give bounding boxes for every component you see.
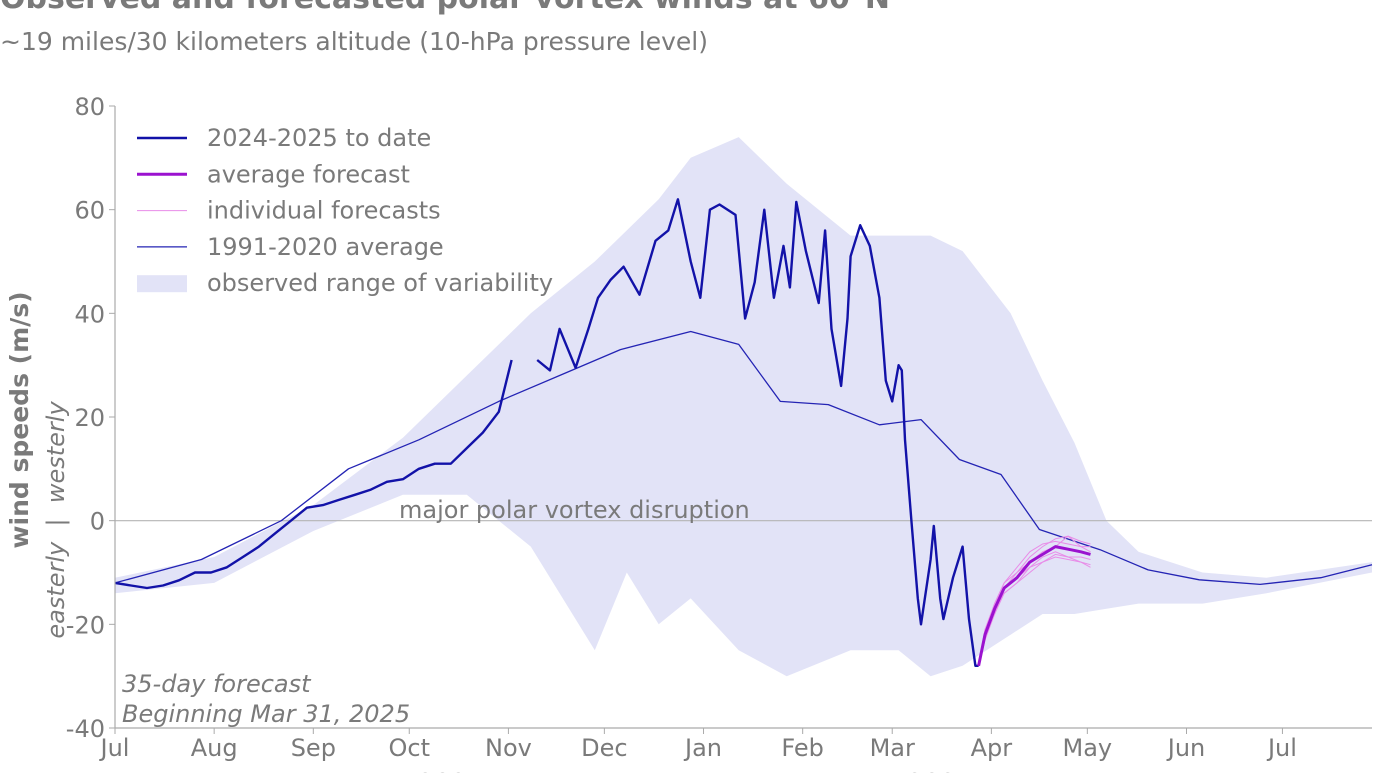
legend-swatch bbox=[137, 275, 187, 293]
x-tick-label: Aug bbox=[191, 734, 238, 762]
x-tick-label: Sep bbox=[291, 734, 336, 762]
x-year-label: 2024 bbox=[418, 769, 484, 773]
y-tick-label: -20 bbox=[66, 611, 105, 639]
chart-subtitle: ~19 miles/30 kilometers altitude (10-hPa… bbox=[0, 27, 708, 56]
x-tick-label: Apr bbox=[971, 734, 1013, 762]
y-tick-label: 40 bbox=[74, 300, 105, 328]
y-tick-label: 0 bbox=[90, 508, 105, 536]
x-tick-label: Nov bbox=[485, 734, 532, 762]
y-tick-label: 20 bbox=[74, 404, 105, 432]
y-axis-label: wind speeds (m/s) bbox=[5, 291, 34, 548]
annotation: 35-day forecast bbox=[122, 670, 312, 698]
series-line bbox=[977, 545, 1091, 667]
y-tick-label: 80 bbox=[74, 93, 105, 121]
x-year-label: 2025 bbox=[907, 769, 973, 773]
y-tick-label: 60 bbox=[74, 197, 105, 225]
y-tick-label: -40 bbox=[66, 715, 105, 743]
x-tick-label: Jun bbox=[1166, 734, 1206, 762]
x-tick-label: Dec bbox=[581, 734, 627, 762]
y-direction-label: easterly | westerly bbox=[42, 401, 70, 639]
forecast-member bbox=[978, 535, 1091, 666]
x-tick-label: Mar bbox=[870, 734, 915, 762]
legend-label: average forecast bbox=[207, 160, 410, 188]
chart-title: Observed and forecasted polar vortex win… bbox=[0, 0, 890, 16]
x-tick-label: Oct bbox=[389, 734, 431, 762]
legend: 2024-2025 to date average forecast individ… bbox=[137, 124, 553, 297]
x-tick-label: Jul bbox=[99, 734, 130, 762]
annotation: major polar vortex disruption bbox=[399, 496, 750, 524]
series-line bbox=[114, 330, 1373, 586]
x-tick-label: Jul bbox=[1266, 734, 1297, 762]
legend-label: 1991-2020 average bbox=[207, 233, 444, 261]
x-tick-label: May bbox=[1063, 734, 1113, 762]
x-tick-label: Feb bbox=[781, 734, 824, 762]
legend-label: observed range of variability bbox=[207, 269, 553, 297]
series-line bbox=[114, 198, 979, 667]
annotation: Beginning Mar 31, 2025 bbox=[122, 700, 410, 728]
legend-label: 2024-2025 to date bbox=[207, 124, 431, 152]
legend-label: individual forecasts bbox=[207, 197, 441, 225]
plot: -40 -20 0 20 40 60 80 Jul Aug Sep Oct Nov Dec Jan Feb M… bbox=[66, 93, 1373, 773]
x-tick-label: Jan bbox=[683, 734, 722, 762]
